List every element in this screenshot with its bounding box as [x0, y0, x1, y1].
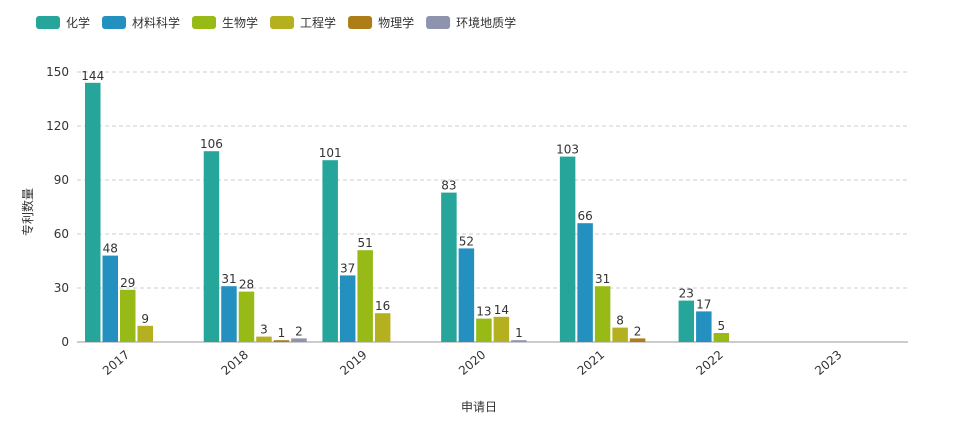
legend-swatch: [270, 16, 295, 29]
bar-value-label: 51: [358, 236, 373, 250]
bar-2018-2[interactable]: [238, 291, 255, 342]
y-tick-label: 150: [46, 65, 69, 79]
bar-2018-1[interactable]: [221, 286, 237, 342]
bar-2020-2[interactable]: [476, 318, 492, 342]
x-tick-label: 2018: [219, 348, 251, 378]
x-tick-label: 2020: [456, 348, 488, 378]
bar-value-label: 16: [375, 299, 390, 313]
legend-item-4[interactable]: 物理学: [348, 15, 414, 30]
x-tick-label: 2023: [812, 348, 844, 378]
bar-value-label: 66: [577, 209, 592, 223]
x-tick-label: 2021: [575, 348, 607, 378]
legend-item-0[interactable]: 化学: [36, 15, 90, 30]
legend-item-5[interactable]: 环境地质学: [426, 15, 516, 30]
legend-swatch: [348, 16, 373, 29]
bar-value-label: 48: [103, 242, 118, 256]
bar-2020-0[interactable]: [441, 192, 457, 342]
bar-value-label: 31: [221, 272, 236, 286]
legend: 化学 材料科学 生物学 工程学 物理学 环境地质学: [36, 15, 516, 30]
bar-value-label: 101: [319, 146, 342, 160]
legend-swatch: [102, 16, 127, 29]
legend-swatch: [426, 16, 451, 29]
y-tick-label: 30: [54, 281, 69, 295]
y-tick-label: 60: [54, 227, 69, 241]
bar-value-label: 1: [278, 326, 286, 340]
legend-label: 工程学: [300, 15, 336, 30]
bar-2017-3[interactable]: [137, 325, 154, 342]
bar-value-label: 9: [141, 312, 149, 326]
bar-value-label: 2: [295, 324, 303, 338]
bar-2021-0[interactable]: [559, 156, 576, 342]
bar-value-label: 83: [441, 179, 456, 193]
grid-lines: 0 30 60 90 120 150: [46, 65, 908, 349]
bar-2021-3[interactable]: [612, 327, 628, 342]
legend-label: 生物学: [222, 15, 258, 30]
y-axis-title: 专利数量: [20, 188, 35, 236]
bar-value-label: 1: [515, 326, 523, 340]
bar-value-label: 17: [696, 297, 711, 311]
bar-value-label: 28: [239, 278, 254, 292]
bar-2020-1[interactable]: [458, 248, 475, 342]
bar-2017-2[interactable]: [120, 289, 136, 342]
x-tick-label: 2017: [100, 348, 132, 378]
legend-label: 物理学: [378, 15, 414, 30]
legend-item-2[interactable]: 生物学: [192, 15, 258, 30]
bar-value-label: 23: [679, 287, 694, 301]
legend-swatch: [36, 16, 60, 29]
y-tick-label: 90: [54, 173, 69, 187]
x-tick-label: 2022: [693, 348, 725, 378]
bar-2018-4[interactable]: [273, 340, 290, 342]
bar-value-label: 8: [616, 314, 624, 328]
legend-label: 环境地质学: [456, 15, 516, 30]
bar-value-label: 52: [459, 234, 474, 248]
axes: 专利数量 申请日: [20, 188, 497, 414]
bar-2021-2[interactable]: [594, 286, 611, 342]
bar-2021-4[interactable]: [629, 338, 646, 342]
bar-value-label: 2: [634, 324, 642, 338]
bar-2020-3[interactable]: [493, 316, 510, 342]
legend-item-1[interactable]: 材料科学: [102, 15, 180, 30]
bar-value-label: 103: [556, 143, 579, 157]
bar-2018-0[interactable]: [203, 151, 220, 342]
bar-value-label: 144: [81, 69, 104, 83]
bar-2019-1[interactable]: [339, 275, 356, 342]
bar-2019-0[interactable]: [322, 160, 338, 342]
y-tick-label: 0: [61, 335, 69, 349]
bar-value-label: 37: [340, 261, 355, 275]
bar-value-label: 13: [476, 305, 491, 319]
bar-2019-2[interactable]: [357, 250, 373, 342]
bar-2019-3[interactable]: [374, 313, 391, 342]
bar-value-label: 29: [120, 276, 135, 290]
x-axis-title: 申请日: [461, 400, 497, 414]
bar-value-label: 5: [718, 319, 726, 333]
bar-2017-0[interactable]: [85, 82, 101, 343]
y-tick-label: 120: [46, 119, 69, 133]
bar-2020-5[interactable]: [511, 340, 527, 342]
bar-2018-5[interactable]: [291, 338, 307, 342]
bar-2022-1[interactable]: [696, 311, 712, 342]
x-tick-label: 2019: [337, 348, 369, 378]
bar-value-label: 3: [260, 323, 268, 337]
bar-value-label: 31: [595, 272, 610, 286]
bars: [85, 82, 730, 343]
bar-value-label: 14: [494, 303, 509, 317]
bar-2022-2[interactable]: [713, 333, 730, 342]
legend-swatch: [192, 16, 217, 29]
bar-2017-1[interactable]: [102, 255, 119, 342]
legend-label: 材料科学: [132, 15, 180, 30]
bar-2021-1[interactable]: [577, 223, 593, 342]
legend-label: 化学: [66, 15, 90, 30]
bar-2022-0[interactable]: [678, 300, 695, 342]
legend-item-3[interactable]: 工程学: [270, 15, 336, 30]
bar-value-label: 106: [200, 137, 223, 151]
bar-2018-3[interactable]: [256, 336, 272, 342]
